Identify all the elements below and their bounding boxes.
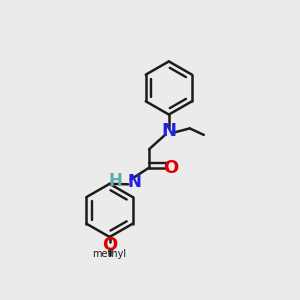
Text: methyl: methyl	[92, 249, 127, 259]
Text: N: N	[128, 173, 141, 191]
Text: O: O	[102, 236, 117, 254]
Text: H: H	[109, 172, 123, 190]
Text: O: O	[164, 159, 179, 177]
Text: N: N	[161, 122, 176, 140]
